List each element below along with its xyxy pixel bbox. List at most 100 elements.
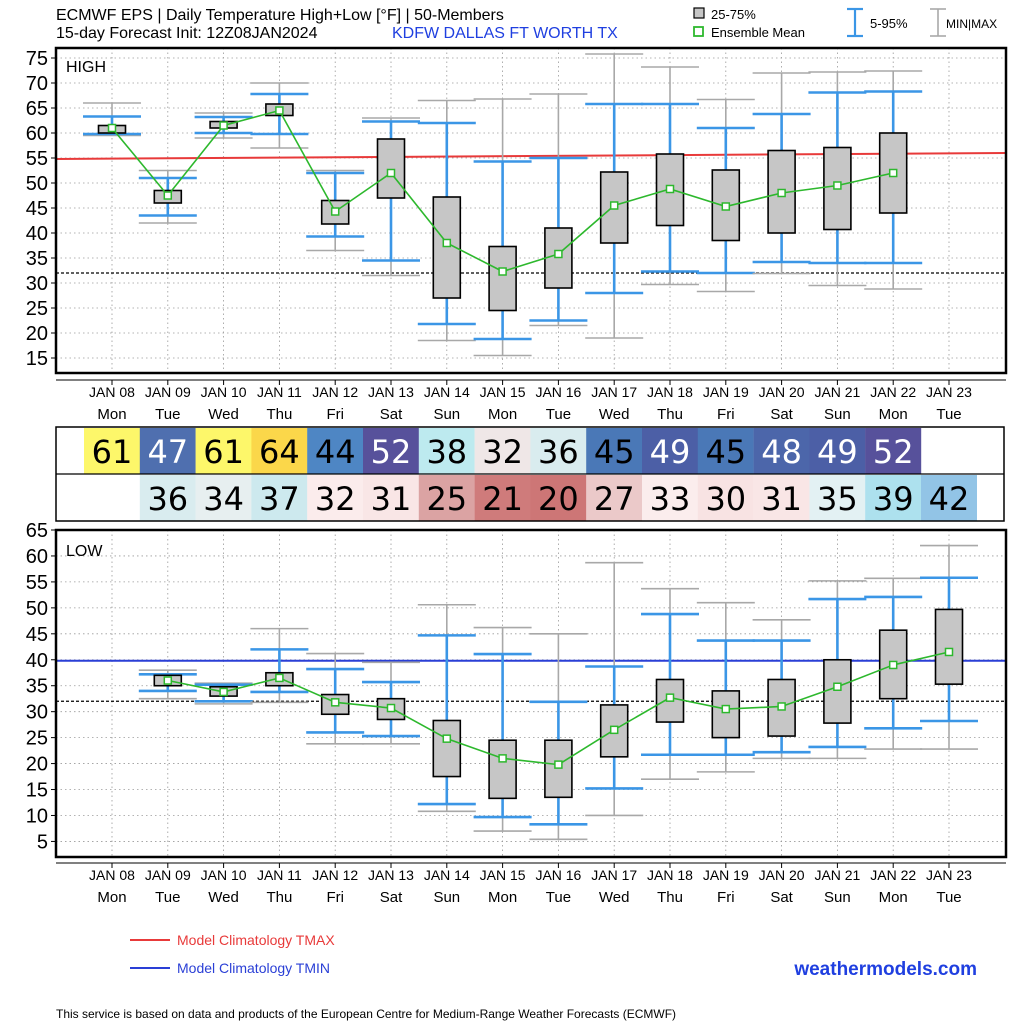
low-mean-marker [888, 660, 898, 670]
table-row-low: 36 34 37 32 31 25 21 20 27 33 30 31 35 39 42 [139, 475, 977, 521]
high-xtick-weekday: Tue [546, 406, 571, 423]
low-xtick-weekday: Thu [266, 889, 292, 906]
table-cell [753, 475, 810, 521]
low-xtick-weekday: Sun [824, 889, 851, 906]
low-xtick-date: JAN 13 [368, 867, 414, 883]
table-cell-value: 36 [538, 433, 579, 471]
low-ytick-label: 30 [26, 702, 48, 724]
low-mean-marker [833, 682, 842, 692]
high-panel-label: HIGH [66, 59, 106, 76]
brand-label: weathermodels.com [793, 959, 977, 980]
table-cell-value: 38 [426, 433, 467, 471]
low-ytick-label: 25 [26, 728, 48, 750]
low-xtick-weekday: Sat [770, 889, 793, 906]
low-iqr-box [432, 719, 462, 778]
low-ytick-label: 60 [26, 546, 48, 568]
high-xtick-date: JAN 13 [368, 384, 414, 400]
station-label: KDFW DALLAS FT WORTH TX [392, 25, 618, 42]
low-ytick-label: 20 [26, 754, 48, 776]
high-xtick-date: JAN 15 [480, 384, 526, 400]
high-xtick-weekday: Sat [380, 406, 403, 423]
low-ytick-label: 10 [26, 805, 48, 827]
table-cell [865, 475, 922, 521]
low-xtick-date: JAN 14 [424, 867, 470, 883]
table-cell [530, 428, 587, 474]
low-xtick-date: JAN 22 [870, 867, 916, 883]
high-xtick-weekday: Sun [433, 406, 460, 423]
table-cell [865, 428, 922, 474]
low-mean-marker [721, 704, 731, 714]
table-cell-value: 31 [371, 480, 412, 518]
table-cell [84, 428, 140, 474]
table-cell-value: 49 [817, 433, 858, 471]
low-x-axis: JAN 08 Mon JAN 09 Tue JAN 10 Wed JAN 11 Thu JAN … [56, 862, 1006, 906]
table-cell-value: 34 [203, 480, 244, 518]
low-xtick-weekday: Fri [326, 889, 344, 906]
low-mean-marker [386, 703, 396, 713]
low-ytick-label: 45 [26, 624, 48, 646]
low-boxplot [696, 601, 755, 773]
low-boxplot [920, 544, 978, 750]
high-mean-marker [107, 123, 117, 133]
low-boxplot [529, 633, 588, 841]
table-cell [809, 428, 866, 474]
high-xtick-date: JAN 09 [145, 384, 191, 400]
high-boxplots [83, 53, 923, 357]
high-xtick-date: JAN 14 [424, 384, 470, 400]
high-mean-marker [609, 201, 619, 210]
low-xtick-weekday: Mon [879, 889, 908, 906]
low-xtick-date: JAN 11 [257, 867, 302, 883]
low-xtick-date: JAN 09 [145, 867, 191, 883]
low-boxplot [250, 627, 309, 704]
low-ytick-label: 5 [37, 831, 48, 853]
table-cell-value: 45 [705, 433, 746, 471]
low-mean-series [163, 647, 954, 769]
table-cell-value: 36 [147, 480, 188, 518]
low-ytick-label: 55 [26, 572, 48, 594]
low-mean-marker [163, 676, 173, 685]
table-cell [418, 475, 475, 521]
box-legend-swatch [693, 7, 705, 19]
low-boxplot [808, 580, 867, 760]
low-mean-marker [777, 702, 786, 711]
footer-note: This service is based on data and produc… [56, 1007, 676, 1021]
low-xtick-weekday: Tue [155, 889, 180, 906]
tmin-legend-label: Model Climatology TMIN [177, 960, 330, 976]
high-x-axis: JAN 08 Mon JAN 09 Tue JAN 10 Wed JAN 11 Thu JAN … [56, 379, 1006, 423]
table-cell-value: 49 [650, 433, 691, 471]
whisker-legend-label: 5-95% [870, 16, 908, 31]
table-cell-value: 64 [259, 433, 300, 471]
low-xtick-weekday: Mon [97, 889, 126, 906]
low-iqr-box [934, 608, 964, 685]
low-xtick-date: JAN 17 [591, 867, 637, 883]
high-mean-marker [442, 238, 452, 248]
table-cell-value: 27 [594, 480, 635, 518]
high-xtick-weekday: Tue [936, 406, 961, 423]
table-cell [809, 475, 866, 521]
high-mean-marker [330, 207, 340, 216]
high-xtick-weekday: Wed [599, 406, 630, 423]
high-mean-marker [665, 184, 675, 194]
whisker-legend-swatch [847, 7, 863, 38]
low-xtick-date: JAN 12 [312, 867, 358, 883]
high-xtick-weekday: Sun [824, 406, 851, 423]
table-cell-value: 25 [426, 480, 467, 518]
high-xtick-weekday: Sat [770, 406, 793, 423]
low-xtick-weekday: Tue [546, 889, 571, 906]
low-xtick-date: JAN 18 [647, 867, 693, 883]
low-xtick-weekday: Mon [488, 889, 517, 906]
table-cell [307, 428, 364, 474]
low-ytick-label: 50 [26, 598, 48, 620]
high-mean-marker [498, 267, 507, 276]
high-xtick-weekday: Mon [97, 406, 126, 423]
table-cell-value: 61 [92, 433, 133, 471]
low-boxplot [417, 603, 476, 813]
table-cell-value: 42 [929, 480, 970, 518]
table-cell [586, 475, 643, 521]
mean-legend-swatch [693, 26, 704, 37]
box-legend-label: 25-75% [711, 7, 756, 22]
high-xtick-weekday: Mon [879, 406, 908, 423]
high-ytick-label: 65 [26, 98, 48, 120]
high-xtick-weekday: Thu [266, 406, 292, 423]
